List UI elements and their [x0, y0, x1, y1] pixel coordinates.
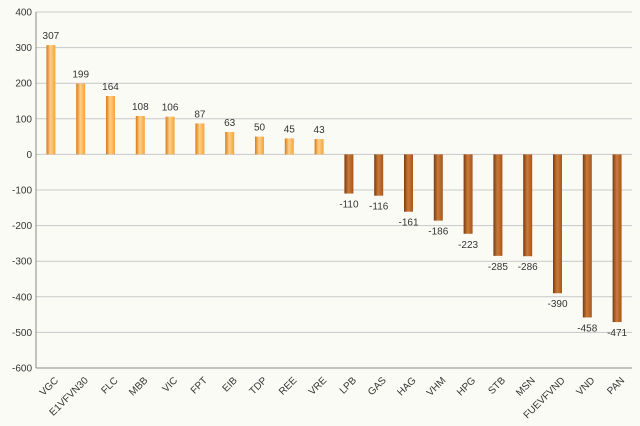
bar-msn [523, 154, 533, 257]
gridlines [36, 11, 632, 369]
data-label-fuevfvnd: -390 [547, 299, 567, 310]
category-label-vre: VRE [307, 375, 330, 398]
bar-lpb [344, 154, 354, 194]
y-tick-label: 200 [15, 79, 32, 90]
category-label-eib: EIB [221, 375, 240, 394]
data-label-msn: -286 [518, 262, 538, 273]
data-labels: 307 199 164 108 106 87 63 50 45 43 -110 -116 -161 -18… [43, 31, 628, 339]
bar-tdp [255, 136, 264, 155]
category-label-mbb: MBB [127, 375, 150, 398]
bar-eib [225, 131, 235, 155]
data-label-e1vfvn30: 199 [72, 70, 89, 81]
data-label-vhm: -186 [428, 227, 448, 238]
bar-fuevfvnd [553, 154, 562, 294]
bar-vgc [46, 45, 56, 155]
data-label-vgc: 307 [43, 31, 60, 42]
category-label-vnd: VND [575, 375, 598, 398]
data-label-vic: 106 [162, 103, 179, 114]
category-label-tdp: TDP [248, 375, 270, 397]
y-tick-label: -300 [12, 257, 32, 268]
y-tick-label: 100 [15, 114, 32, 125]
category-label-ree: REE [277, 375, 300, 398]
data-label-fpt: 87 [194, 109, 206, 120]
y-tick-label: -400 [12, 292, 32, 303]
category-label-msn: MSN [514, 375, 538, 399]
data-label-stb: -285 [488, 262, 508, 273]
data-label-pan: -471 [607, 328, 627, 339]
data-label-lpb: -110 [339, 200, 359, 211]
y-tick-label: 300 [15, 43, 32, 54]
bar-ree [284, 138, 294, 155]
category-label-stb: STB [486, 375, 508, 397]
bar-gas [374, 154, 384, 196]
data-label-hpg: -223 [458, 240, 478, 251]
bar-vic [165, 116, 175, 155]
bar-hag [404, 154, 413, 212]
y-tick-label: -100 [12, 186, 32, 197]
axes [35, 12, 632, 369]
category-label-pan: PAN [605, 375, 627, 397]
bar-pan [612, 154, 622, 323]
category-label-fpt: FPT [189, 375, 210, 396]
data-label-gas: -116 [369, 202, 389, 213]
bars [46, 45, 622, 323]
data-label-vre: 43 [314, 125, 326, 136]
bar-mbb [135, 115, 145, 155]
category-label-lpb: LPB [338, 375, 359, 396]
data-label-hag: -161 [398, 218, 418, 229]
y-tick-label: -500 [12, 328, 32, 339]
bar-e1vfvn30 [76, 83, 86, 155]
bar-fpt [195, 123, 205, 155]
category-label-vgc: VGC [38, 375, 61, 398]
category-label-hag: HAG [395, 375, 418, 398]
y-tick-label: -200 [12, 221, 32, 232]
bar-stb [493, 154, 503, 256]
bar-vhm [433, 154, 443, 221]
data-label-vnd: -458 [577, 323, 597, 334]
y-tick-label: 400 [15, 8, 32, 19]
category-label-vic: VIC [161, 375, 181, 395]
data-label-eib: 63 [224, 118, 236, 129]
data-label-tdp: 50 [254, 123, 266, 134]
y-axis-tick-labels: 400 300 200 100 0 -100 -200 -300 -400 -500 -600 [12, 8, 32, 375]
data-label-mbb: 108 [132, 102, 149, 113]
category-label-vhm: VHM [425, 375, 449, 399]
y-tick-label: 0 [26, 150, 32, 161]
data-label-ree: 45 [284, 124, 296, 135]
bar-vre [314, 139, 324, 155]
category-label-hpg: HPG [455, 375, 478, 398]
data-label-flc: 164 [102, 82, 119, 93]
bar-hpg [463, 154, 473, 234]
y-tick-label: -600 [12, 364, 32, 375]
bar-flc [106, 96, 115, 155]
bar-vnd [582, 154, 592, 318]
category-label-flc: FLC [99, 375, 120, 396]
category-label-gas: GAS [366, 375, 389, 398]
